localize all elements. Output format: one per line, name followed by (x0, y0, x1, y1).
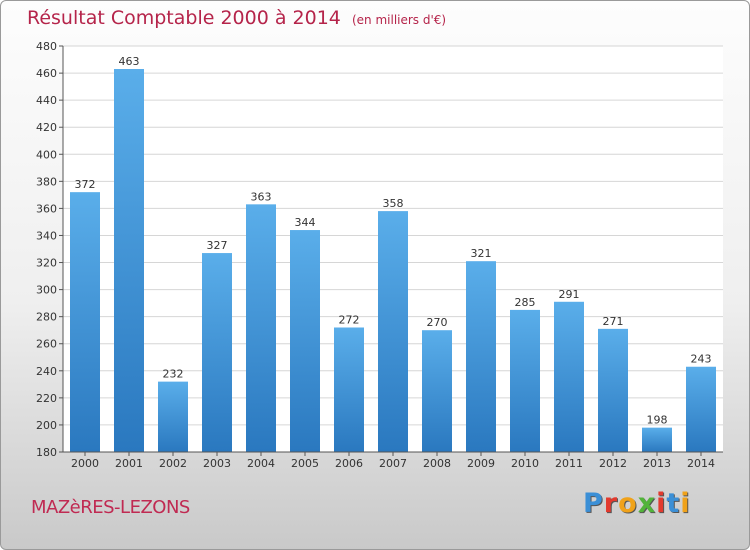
y-tick-label: 280 (36, 311, 57, 324)
bar-2000 (70, 192, 100, 452)
data-label-2005: 344 (295, 216, 316, 229)
y-tick-label: 340 (36, 229, 57, 242)
bar-2014 (686, 366, 716, 452)
x-tick-label: 2002 (159, 457, 187, 470)
data-label-2009: 321 (471, 247, 492, 260)
data-label-2012: 271 (603, 315, 624, 328)
y-tick-label: 300 (36, 284, 57, 297)
y-tick-label: 400 (36, 148, 57, 161)
bar-2003 (202, 253, 232, 452)
y-tick-label: 360 (36, 202, 57, 215)
bar-2012 (598, 328, 628, 452)
bar-2001 (114, 69, 144, 453)
x-tick-label: 2013 (643, 457, 671, 470)
data-label-2007: 358 (383, 197, 404, 210)
y-tick-label: 440 (36, 94, 57, 107)
x-tick-label: 2000 (71, 457, 99, 470)
x-tick-label: 2006 (335, 457, 363, 470)
title-text: Résultat Comptable 2000 à 2014 (27, 7, 341, 29)
bar-2011 (554, 301, 584, 452)
x-tick-label: 2008 (423, 457, 451, 470)
logo-letter: r (603, 488, 619, 519)
data-label-2006: 272 (339, 313, 360, 326)
data-label-2004: 363 (251, 190, 272, 203)
city-name: MAZèRES-LEZONS (31, 497, 190, 518)
title-unit: (en milliers d'€) (351, 13, 447, 27)
logo-letter: x (637, 488, 657, 519)
y-tick-label: 480 (36, 40, 57, 53)
logo-letter: t (666, 488, 681, 519)
logo-letter: i (656, 488, 667, 519)
data-label-2000: 372 (75, 178, 96, 191)
bar-2013 (642, 427, 672, 452)
y-tick-label: 220 (36, 392, 57, 405)
y-tick-label: 420 (36, 121, 57, 134)
data-label-2010: 285 (515, 296, 536, 309)
x-tick-label: 2014 (687, 457, 715, 470)
bar-2004 (246, 204, 276, 452)
data-label-2014: 243 (691, 353, 712, 366)
bar-2007 (378, 211, 408, 452)
data-label-2001: 463 (119, 55, 140, 68)
x-tick-label: 2003 (203, 457, 231, 470)
data-label-2011: 291 (559, 288, 580, 301)
logo-letter: i (680, 488, 691, 519)
bar-2005 (290, 230, 320, 452)
logo-letter: P (583, 488, 604, 519)
x-tick-label: 2012 (599, 457, 627, 470)
y-tick-label: 260 (36, 338, 57, 351)
proxiti-logo: Proxiti (583, 488, 691, 519)
chart-title: Résultat Comptable 2000 à 2014 (en milli… (27, 7, 446, 29)
data-label-2002: 232 (163, 368, 184, 381)
y-tick-label: 320 (36, 257, 57, 270)
data-label-2013: 198 (647, 414, 668, 427)
bar-2008 (422, 330, 452, 452)
x-tick-label: 2007 (379, 457, 407, 470)
y-tick-label: 240 (36, 365, 57, 378)
x-tick-label: 2009 (467, 457, 495, 470)
data-label-2003: 327 (207, 239, 228, 252)
x-tick-label: 2001 (115, 457, 143, 470)
y-tick-label: 460 (36, 67, 57, 80)
bar-2006 (334, 327, 364, 452)
bar-2009 (466, 261, 496, 452)
bar-2002 (158, 381, 188, 452)
x-tick-label: 2005 (291, 457, 319, 470)
y-tick-label: 380 (36, 175, 57, 188)
data-label-2008: 270 (427, 316, 448, 329)
y-tick-label: 200 (36, 419, 57, 432)
x-tick-label: 2010 (511, 457, 539, 470)
bar-2010 (510, 309, 540, 452)
logo-letter: o (618, 488, 638, 519)
x-tick-label: 2011 (555, 457, 583, 470)
x-tick-label: 2004 (247, 457, 275, 470)
y-tick-label: 180 (36, 446, 57, 459)
